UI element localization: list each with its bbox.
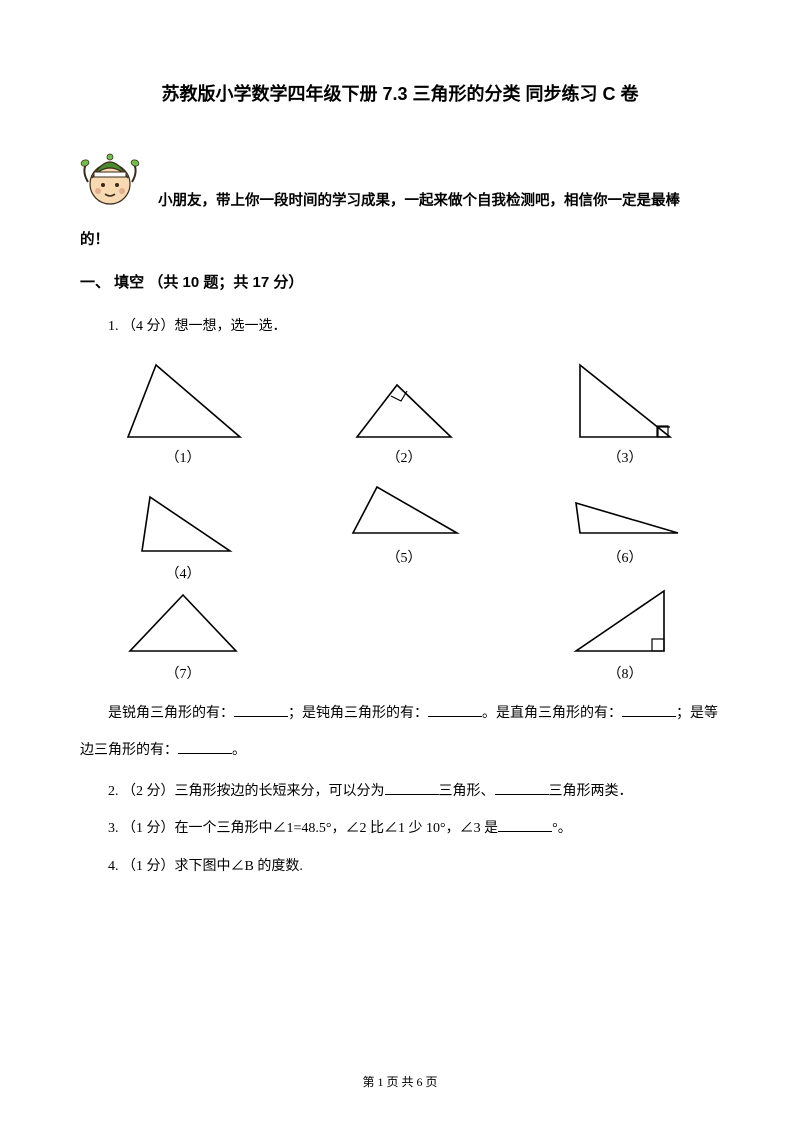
page-footer: 第 1 页 共 6 页 xyxy=(0,1073,800,1090)
q2-c: 三角形两类． xyxy=(549,784,633,799)
q1-fill-f: 。 xyxy=(232,743,246,758)
q1-fill-a: 是锐角三角形的有： xyxy=(108,706,234,721)
triangle-5-label: （5） xyxy=(329,547,479,567)
blank xyxy=(234,702,288,717)
blank xyxy=(385,780,439,795)
intro-text-1: 小朋友，带上你一段时间的学习成果，一起来做个自我检测吧，相信你一定是最棒 xyxy=(158,142,680,218)
intro-row: 小朋友，带上你一段时间的学习成果，一起来做个自我检测吧，相信你一定是最棒 xyxy=(80,142,720,218)
triangle-3-label: （3） xyxy=(550,447,700,467)
q4: 4. （1 分）求下图中∠B 的度数. xyxy=(80,852,720,881)
blank xyxy=(622,702,676,717)
q1-prompt: 1. （4 分）想一想，选一选． xyxy=(80,312,720,341)
triangle-2-label: （2） xyxy=(329,447,479,467)
triangle-4: （4） xyxy=(108,473,258,583)
blank xyxy=(428,702,482,717)
q3: 3. （1 分）在一个三角形中∠1=48.5°，∠2 比∠1 少 10°，∠3 … xyxy=(80,814,720,843)
triangle-6-label: （6） xyxy=(550,547,700,567)
triangle-1: （1） xyxy=(108,357,258,467)
triangle-7: （7） xyxy=(108,589,258,683)
triangles-grid: （1） （2） （3） （4） xyxy=(80,349,720,693)
blank xyxy=(498,817,552,832)
blank xyxy=(178,739,232,754)
page-title: 苏教版小学数学四年级下册 7.3 三角形的分类 同步练习 C 卷 xyxy=(80,80,720,106)
triangle-5: （5） xyxy=(329,473,479,583)
q1-fill-line-2: 边三角形的有： 。 xyxy=(80,736,720,767)
triangle-8: （8） xyxy=(550,589,700,683)
triangle-3: （3） xyxy=(550,357,700,467)
triangle-2: （2） xyxy=(329,357,479,467)
triangle-7-label: （7） xyxy=(108,663,258,683)
q2: 2. （2 分）三角形按边的长短来分，可以分为 三角形、 三角形两类． xyxy=(80,777,720,806)
q1-fill-c: 。是直角三角形的有： xyxy=(482,706,622,721)
q3-b: °。 xyxy=(552,821,572,836)
q1-fill-d: ；是等 xyxy=(676,706,718,721)
q2-b: 三角形、 xyxy=(439,784,495,799)
q3-a: 3. （1 分）在一个三角形中∠1=48.5°，∠2 比∠1 少 10°，∠3 … xyxy=(108,821,498,836)
q2-a: 2. （2 分）三角形按边的长短来分，可以分为 xyxy=(108,784,385,799)
triangle-4-label: （4） xyxy=(108,563,258,583)
q1-fill-line-1: 是锐角三角形的有： ；是钝角三角形的有： 。是直角三角形的有： ；是等 xyxy=(80,699,720,730)
q1-fill-b: ；是钝角三角形的有： xyxy=(288,706,428,721)
triangle-6: （6） xyxy=(550,473,700,583)
triangle-8-label: （8） xyxy=(550,663,700,683)
blank xyxy=(495,780,549,795)
mascot-icon xyxy=(80,142,140,210)
intro-text-2: 的！ xyxy=(80,228,720,249)
section-1-heading: 一、 填空 （共 10 题；共 17 分） xyxy=(80,271,720,292)
triangle-1-label: （1） xyxy=(108,447,258,467)
q1-fill-e: 边三角形的有： xyxy=(80,743,178,758)
